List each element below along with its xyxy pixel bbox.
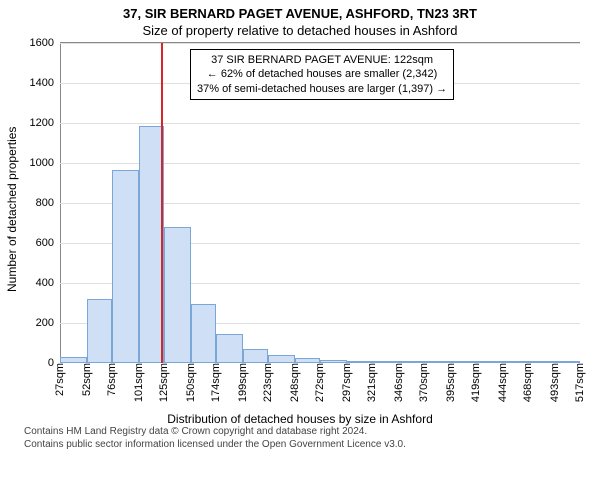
annotation-line: ← 62% of detached houses are smaller (2,… xyxy=(197,67,447,81)
y-tick-label: 400 xyxy=(36,277,60,289)
x-tick-label: 223sqm xyxy=(262,363,274,402)
x-tick-label: 272sqm xyxy=(314,363,326,402)
histogram-bar xyxy=(87,299,112,363)
histogram-bar xyxy=(191,304,216,363)
y-tick-label: 1200 xyxy=(30,117,60,129)
y-tick-label: 1000 xyxy=(30,157,60,169)
x-tick-label: 101sqm xyxy=(133,363,145,402)
y-tick-label: 200 xyxy=(36,317,60,329)
histogram-bar xyxy=(216,334,243,363)
y-tick-label: 600 xyxy=(36,237,60,249)
x-axis-label: Distribution of detached houses by size … xyxy=(0,412,600,426)
chart-container: Number of detached properties 0200400600… xyxy=(0,42,600,422)
y-axis-label: Number of detached properties xyxy=(5,127,19,292)
gridline xyxy=(60,123,580,124)
x-tick-label: 52sqm xyxy=(81,363,93,396)
reference-marker-line xyxy=(161,43,163,363)
x-tick-label: 199sqm xyxy=(237,363,249,402)
histogram-bar xyxy=(164,227,191,363)
x-tick-label: 419sqm xyxy=(470,363,482,402)
x-tick-label: 125sqm xyxy=(158,363,170,402)
plot-area: 0200400600800100012001400160027sqm52sqm7… xyxy=(60,42,580,363)
histogram-bar xyxy=(268,355,295,363)
x-tick-label: 174sqm xyxy=(210,363,222,402)
x-tick-label: 321sqm xyxy=(366,363,378,402)
x-tick-label: 517sqm xyxy=(574,363,586,402)
annotation-box: 37 SIR BERNARD PAGET AVENUE: 122sqm← 62%… xyxy=(190,49,454,100)
x-tick-label: 27sqm xyxy=(54,363,66,396)
y-tick-label: 1400 xyxy=(30,77,60,89)
x-tick-label: 370sqm xyxy=(418,363,430,402)
footer-line1: Contains HM Land Registry data © Crown c… xyxy=(24,426,592,439)
histogram-bar xyxy=(243,349,268,363)
histogram-bar xyxy=(112,170,139,363)
attribution-footer: Contains HM Land Registry data © Crown c… xyxy=(0,422,600,451)
annotation-line: 37 SIR BERNARD PAGET AVENUE: 122sqm xyxy=(197,53,447,67)
footer-line2: Contains public sector information licen… xyxy=(24,439,592,452)
chart-subtitle: Size of property relative to detached ho… xyxy=(0,21,600,42)
x-tick-label: 150sqm xyxy=(185,363,197,402)
x-tick-label: 395sqm xyxy=(445,363,457,402)
x-tick-label: 76sqm xyxy=(106,363,118,396)
x-tick-label: 493sqm xyxy=(549,363,561,402)
y-tick-label: 1600 xyxy=(30,37,60,49)
annotation-line: 37% of semi-detached houses are larger (… xyxy=(197,82,447,96)
gridline xyxy=(60,43,580,44)
x-tick-label: 248sqm xyxy=(289,363,301,402)
x-tick-label: 444sqm xyxy=(497,363,509,402)
x-tick-label: 346sqm xyxy=(393,363,405,402)
y-tick-label: 800 xyxy=(36,197,60,209)
chart-title-address: 37, SIR BERNARD PAGET AVENUE, ASHFORD, T… xyxy=(0,0,600,21)
x-tick-label: 297sqm xyxy=(341,363,353,402)
x-tick-label: 468sqm xyxy=(522,363,534,402)
